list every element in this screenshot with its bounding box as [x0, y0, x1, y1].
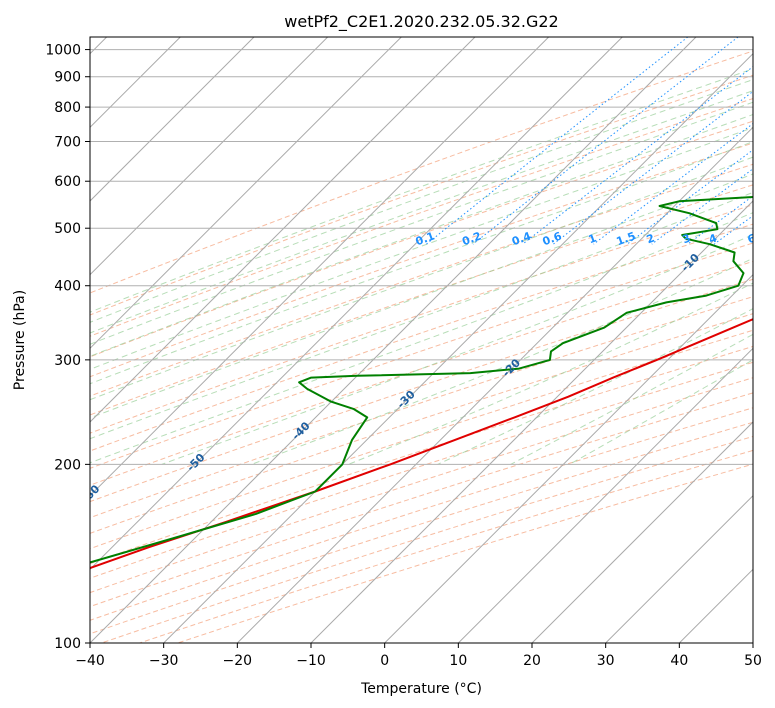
moist-adiabat	[90, 127, 753, 370]
y-tick-label: 700	[54, 134, 81, 150]
isotherm	[163, 52, 753, 643]
moist-adiabat	[90, 68, 753, 313]
moist-adiabat	[437, 308, 753, 465]
isotherm	[531, 421, 753, 643]
mixing-ratio-line	[522, 65, 753, 245]
mixing-ratio-label: 6	[746, 231, 758, 246]
x-tick-label: −10	[296, 653, 326, 669]
mixing-ratio-line	[425, 37, 689, 245]
dry-adiabat	[90, 184, 753, 416]
mixing-ratio-label: 0.2	[460, 229, 483, 248]
isotherm	[90, 37, 697, 643]
y-tick-label: 1000	[45, 43, 81, 59]
dry-adiabat	[90, 377, 753, 594]
mixing-ratio-label: 2	[645, 231, 657, 246]
mixing-ratio-line	[593, 123, 753, 245]
isotherm	[90, 37, 476, 423]
isotherm	[605, 494, 753, 643]
dry-adiabat	[90, 163, 753, 397]
y-tick-label: 200	[54, 457, 81, 473]
mixing-ratio-label: 0.4	[510, 229, 533, 248]
x-tick-label: 10	[449, 653, 467, 669]
isotherm	[90, 37, 402, 350]
moist-adiabat	[90, 79, 753, 323]
dry-adiabat	[90, 278, 753, 503]
mixing-ratio-label: 3	[681, 231, 693, 246]
mixing-ratio-label: 0.1	[414, 229, 437, 248]
moist-adiabat	[90, 113, 753, 357]
isotherms	[90, 37, 753, 643]
y-axis: 1000 900 800 700 600 500 400 300 200 100	[45, 43, 90, 652]
moist-adiabat	[348, 282, 753, 465]
x-tick-label: −40	[75, 653, 105, 669]
mixing-ratio-label: 1.5	[615, 229, 638, 248]
y-tick-label: 100	[54, 636, 81, 652]
moist-adiabat	[90, 141, 753, 385]
mixing-ratio-label: 1	[587, 231, 599, 246]
isotherm	[457, 347, 753, 643]
dry-adiabat	[90, 329, 753, 550]
y-tick-label: 900	[54, 70, 81, 86]
isotherm	[236, 126, 753, 643]
moist-adiabat	[251, 257, 753, 465]
moist-adiabat	[90, 212, 753, 464]
isotherm	[310, 200, 753, 643]
plot-area: 0.10.20.40.611.52346810131620253036-100-…	[90, 37, 758, 643]
y-tick-label: 400	[54, 279, 81, 295]
y-tick-label: 600	[54, 174, 81, 190]
y-tick-label: 300	[54, 353, 81, 369]
isotherm	[90, 37, 623, 571]
isotherm	[90, 37, 255, 202]
x-axis: −40 −30 −20 −10 0 10 20 30 40 50	[75, 643, 762, 669]
x-axis-title: Temperature (°C)	[360, 681, 482, 697]
dry-adiabat	[90, 313, 753, 534]
isobars	[90, 49, 753, 643]
mixing-ratio-label: 4	[707, 231, 719, 246]
y-tick-label: 800	[54, 100, 81, 116]
series-layer	[90, 195, 753, 570]
x-tick-label: 50	[744, 653, 762, 669]
moist-adiabat	[90, 101, 753, 345]
x-tick-label: 20	[523, 653, 541, 669]
moist-adiabats	[90, 68, 753, 465]
dry-adiabat	[90, 50, 753, 294]
isotherm	[90, 37, 329, 276]
isotherm	[90, 37, 550, 497]
y-tick-label: 500	[54, 221, 81, 237]
x-tick-label: 0	[380, 653, 389, 669]
dry-adiabat	[90, 98, 753, 337]
x-tick-label: −30	[149, 653, 179, 669]
plot-frame	[89, 36, 754, 644]
dry-adiabat	[90, 142, 753, 378]
mixing-ratio-line	[472, 37, 739, 245]
dry-adiabat	[90, 345, 753, 565]
isotherm	[384, 273, 753, 643]
y-axis-title: Pressure (hPa)	[12, 290, 28, 390]
temperature-profile	[90, 318, 753, 570]
dewpoint-profile	[90, 195, 753, 564]
mixing-ratio-label: 0.6	[541, 229, 564, 248]
mixing-ratio-lines	[425, 37, 753, 245]
dry-adiabat	[90, 296, 753, 519]
x-tick-label: 30	[597, 653, 615, 669]
x-tick-label: −20	[223, 653, 253, 669]
dry-adiabat	[90, 392, 753, 608]
chart-title: wetPf2_C2E1.2020.232.05.32.G22	[284, 12, 558, 32]
x-tick-label: 40	[670, 653, 688, 669]
